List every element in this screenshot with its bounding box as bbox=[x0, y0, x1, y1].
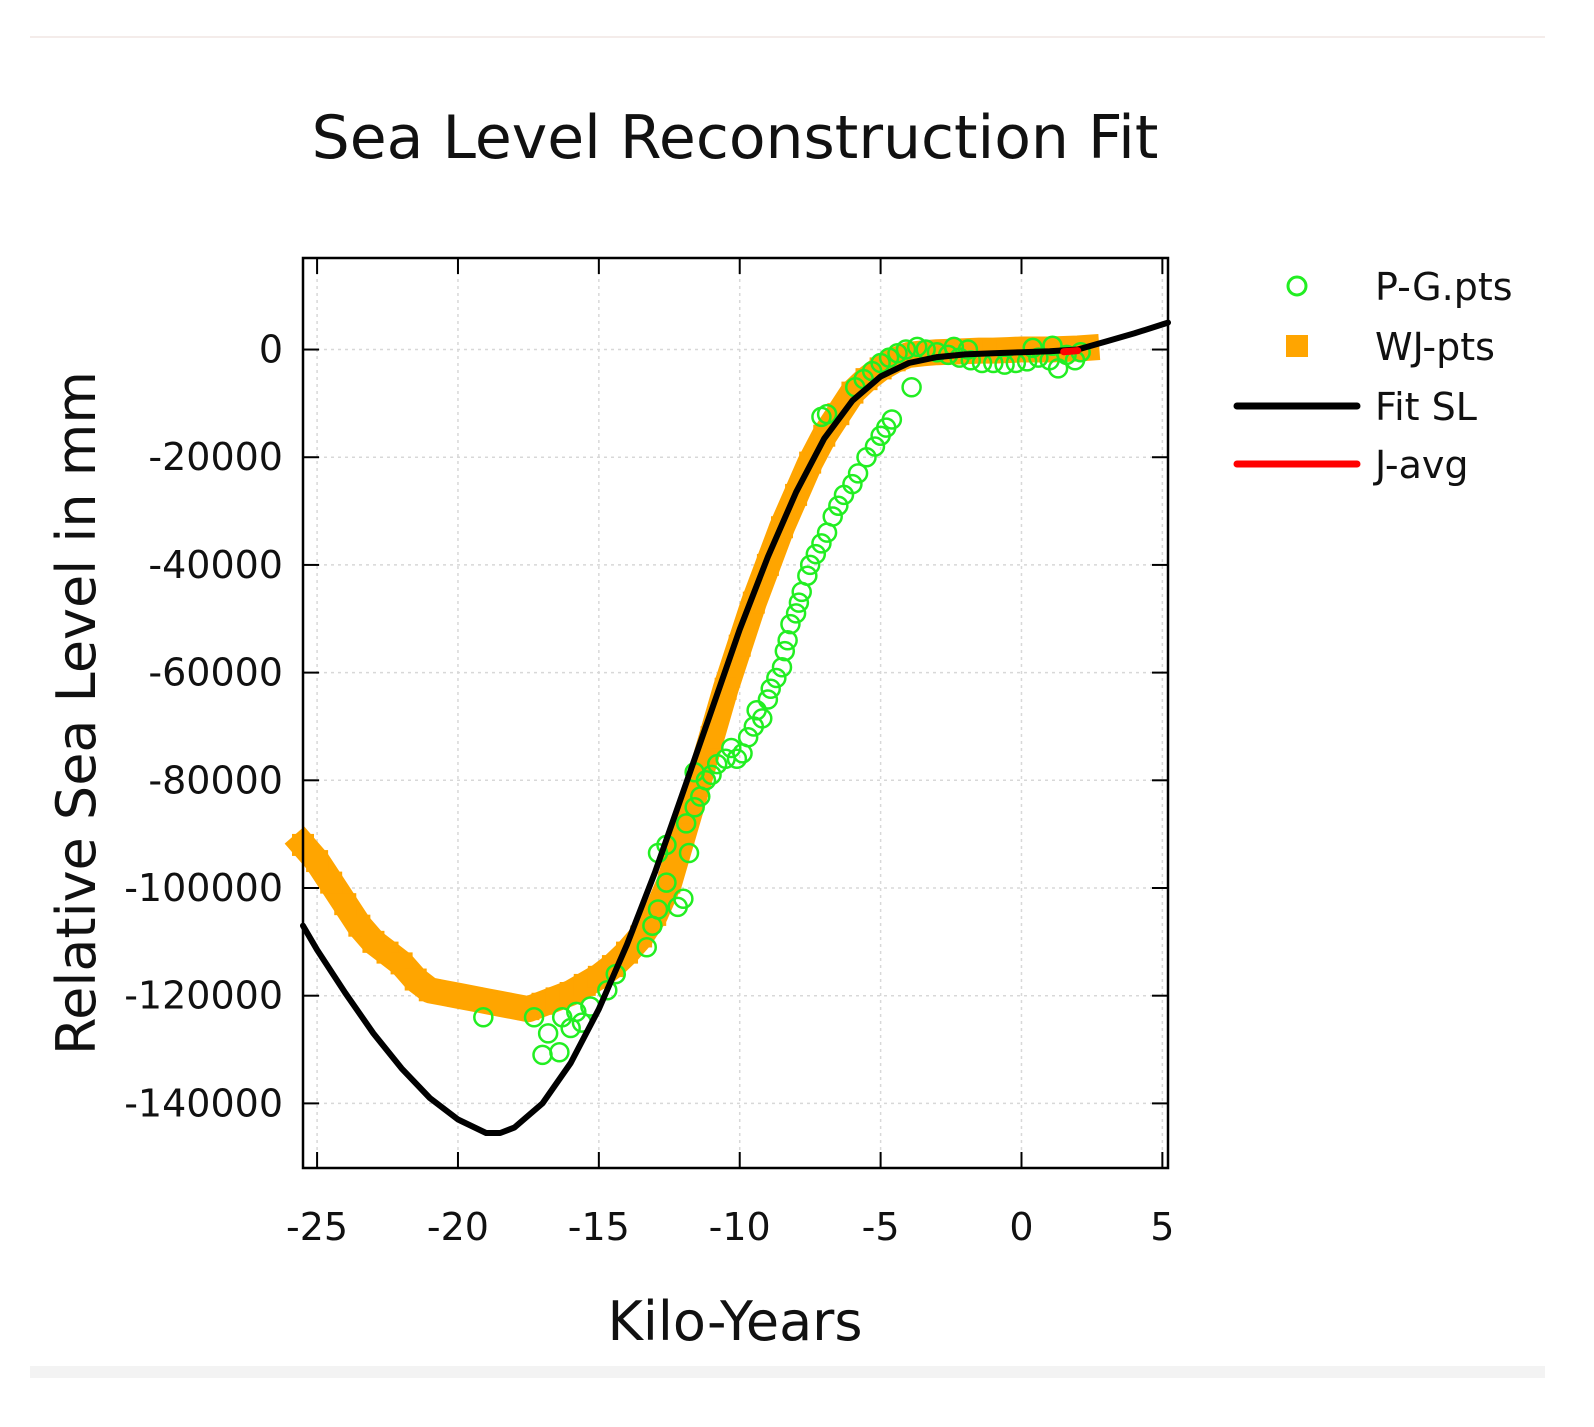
plot-frame bbox=[301, 256, 1170, 1170]
j-avg-line bbox=[1060, 347, 1082, 356]
pg-point bbox=[760, 678, 781, 700]
pg-point bbox=[757, 689, 779, 710]
y-tick-label: 0 bbox=[259, 328, 283, 372]
top-divider bbox=[30, 36, 1545, 38]
wj-points-band bbox=[284, 334, 1101, 1023]
pg-point bbox=[799, 554, 821, 576]
grid-layer bbox=[303, 258, 1168, 1168]
y-tick-label: -20000 bbox=[148, 435, 283, 479]
x-tick-label: 0 bbox=[1009, 1205, 1033, 1249]
pg-point bbox=[636, 936, 657, 958]
legend-swatch-pg bbox=[1286, 275, 1308, 297]
pg-point bbox=[737, 726, 759, 748]
y-tick-label: -100000 bbox=[124, 866, 283, 910]
pg-point bbox=[828, 495, 849, 516]
wj-point bbox=[334, 893, 357, 916]
bottom-band bbox=[30, 1366, 1545, 1378]
pg-point bbox=[684, 796, 705, 818]
fit-sl-line bbox=[300, 319, 1171, 1136]
pg-point bbox=[597, 980, 618, 1001]
y-axis-label: Relative Sea Level in mm bbox=[45, 371, 108, 1055]
pg-point bbox=[797, 565, 818, 586]
pg-point bbox=[566, 1001, 587, 1023]
pg-point bbox=[766, 667, 787, 689]
pg-point bbox=[777, 630, 798, 651]
pg-point bbox=[771, 656, 793, 678]
pg-point bbox=[901, 376, 922, 398]
y-tick-label: -80000 bbox=[148, 758, 283, 802]
tick-layer: -25 -20 -15 -10 -5 0 5 0 -20000 -40000 -60000 -8000… bbox=[124, 258, 1174, 1249]
pg-point bbox=[822, 506, 843, 527]
pg-point bbox=[811, 533, 832, 554]
pg-point bbox=[805, 543, 827, 565]
y-tick-label: -40000 bbox=[148, 543, 283, 587]
pg-point bbox=[1022, 337, 1044, 359]
y-tick-label: -140000 bbox=[124, 1081, 283, 1125]
pg-point bbox=[726, 748, 748, 770]
pg-point bbox=[675, 813, 697, 834]
legend-label: WJ-pts bbox=[1375, 325, 1495, 369]
x-tick-label: -25 bbox=[286, 1205, 348, 1249]
pg-point bbox=[842, 473, 863, 495]
wj-point bbox=[644, 903, 667, 926]
x-axis-label: Kilo-Years bbox=[608, 1290, 863, 1353]
pg-point bbox=[957, 339, 979, 360]
pg-point bbox=[895, 339, 917, 360]
data-layer bbox=[284, 319, 1171, 1136]
pg-point bbox=[847, 463, 869, 484]
pg-point bbox=[678, 842, 700, 864]
pg-point bbox=[549, 1041, 570, 1063]
y-tick-label: -120000 bbox=[124, 974, 283, 1018]
x-tick-label: -10 bbox=[709, 1205, 771, 1249]
pg-point bbox=[647, 899, 669, 920]
wj-point bbox=[306, 850, 329, 873]
pg-point bbox=[881, 409, 903, 430]
pg-point bbox=[864, 436, 886, 457]
legend: P-G.pts WJ-pts Fit SL J-avg bbox=[1233, 265, 1513, 487]
pg-point bbox=[774, 640, 796, 662]
pg-point bbox=[788, 592, 810, 613]
pg-point bbox=[752, 708, 773, 729]
legend-label: P-G.pts bbox=[1375, 265, 1513, 309]
x-tick-label: 5 bbox=[1150, 1205, 1174, 1249]
x-tick-label: -15 bbox=[568, 1205, 630, 1249]
pg-point bbox=[537, 1023, 559, 1044]
pg-point bbox=[473, 1006, 494, 1028]
pg-point bbox=[656, 872, 677, 893]
x-tick-label: -5 bbox=[862, 1205, 900, 1249]
pg-point bbox=[780, 613, 801, 635]
legend-swatch-wj bbox=[1286, 335, 1308, 357]
x-tick-label: -20 bbox=[427, 1205, 489, 1249]
pg-point bbox=[785, 603, 807, 624]
wj-point bbox=[320, 871, 343, 894]
legend-label: J-avg bbox=[1373, 443, 1468, 487]
pg-point bbox=[721, 737, 742, 759]
pg-point bbox=[906, 336, 928, 358]
legend-label: Fit SL bbox=[1375, 385, 1477, 429]
pg-point bbox=[701, 764, 722, 786]
y-tick-label: -60000 bbox=[148, 651, 283, 695]
pg-point bbox=[673, 888, 694, 910]
pg-point bbox=[523, 1006, 545, 1028]
chart-title: Sea Level Reconstruction Fit bbox=[312, 103, 1159, 173]
pg-point bbox=[816, 403, 838, 425]
pg-point bbox=[532, 1044, 553, 1066]
pg-point bbox=[1042, 335, 1063, 357]
